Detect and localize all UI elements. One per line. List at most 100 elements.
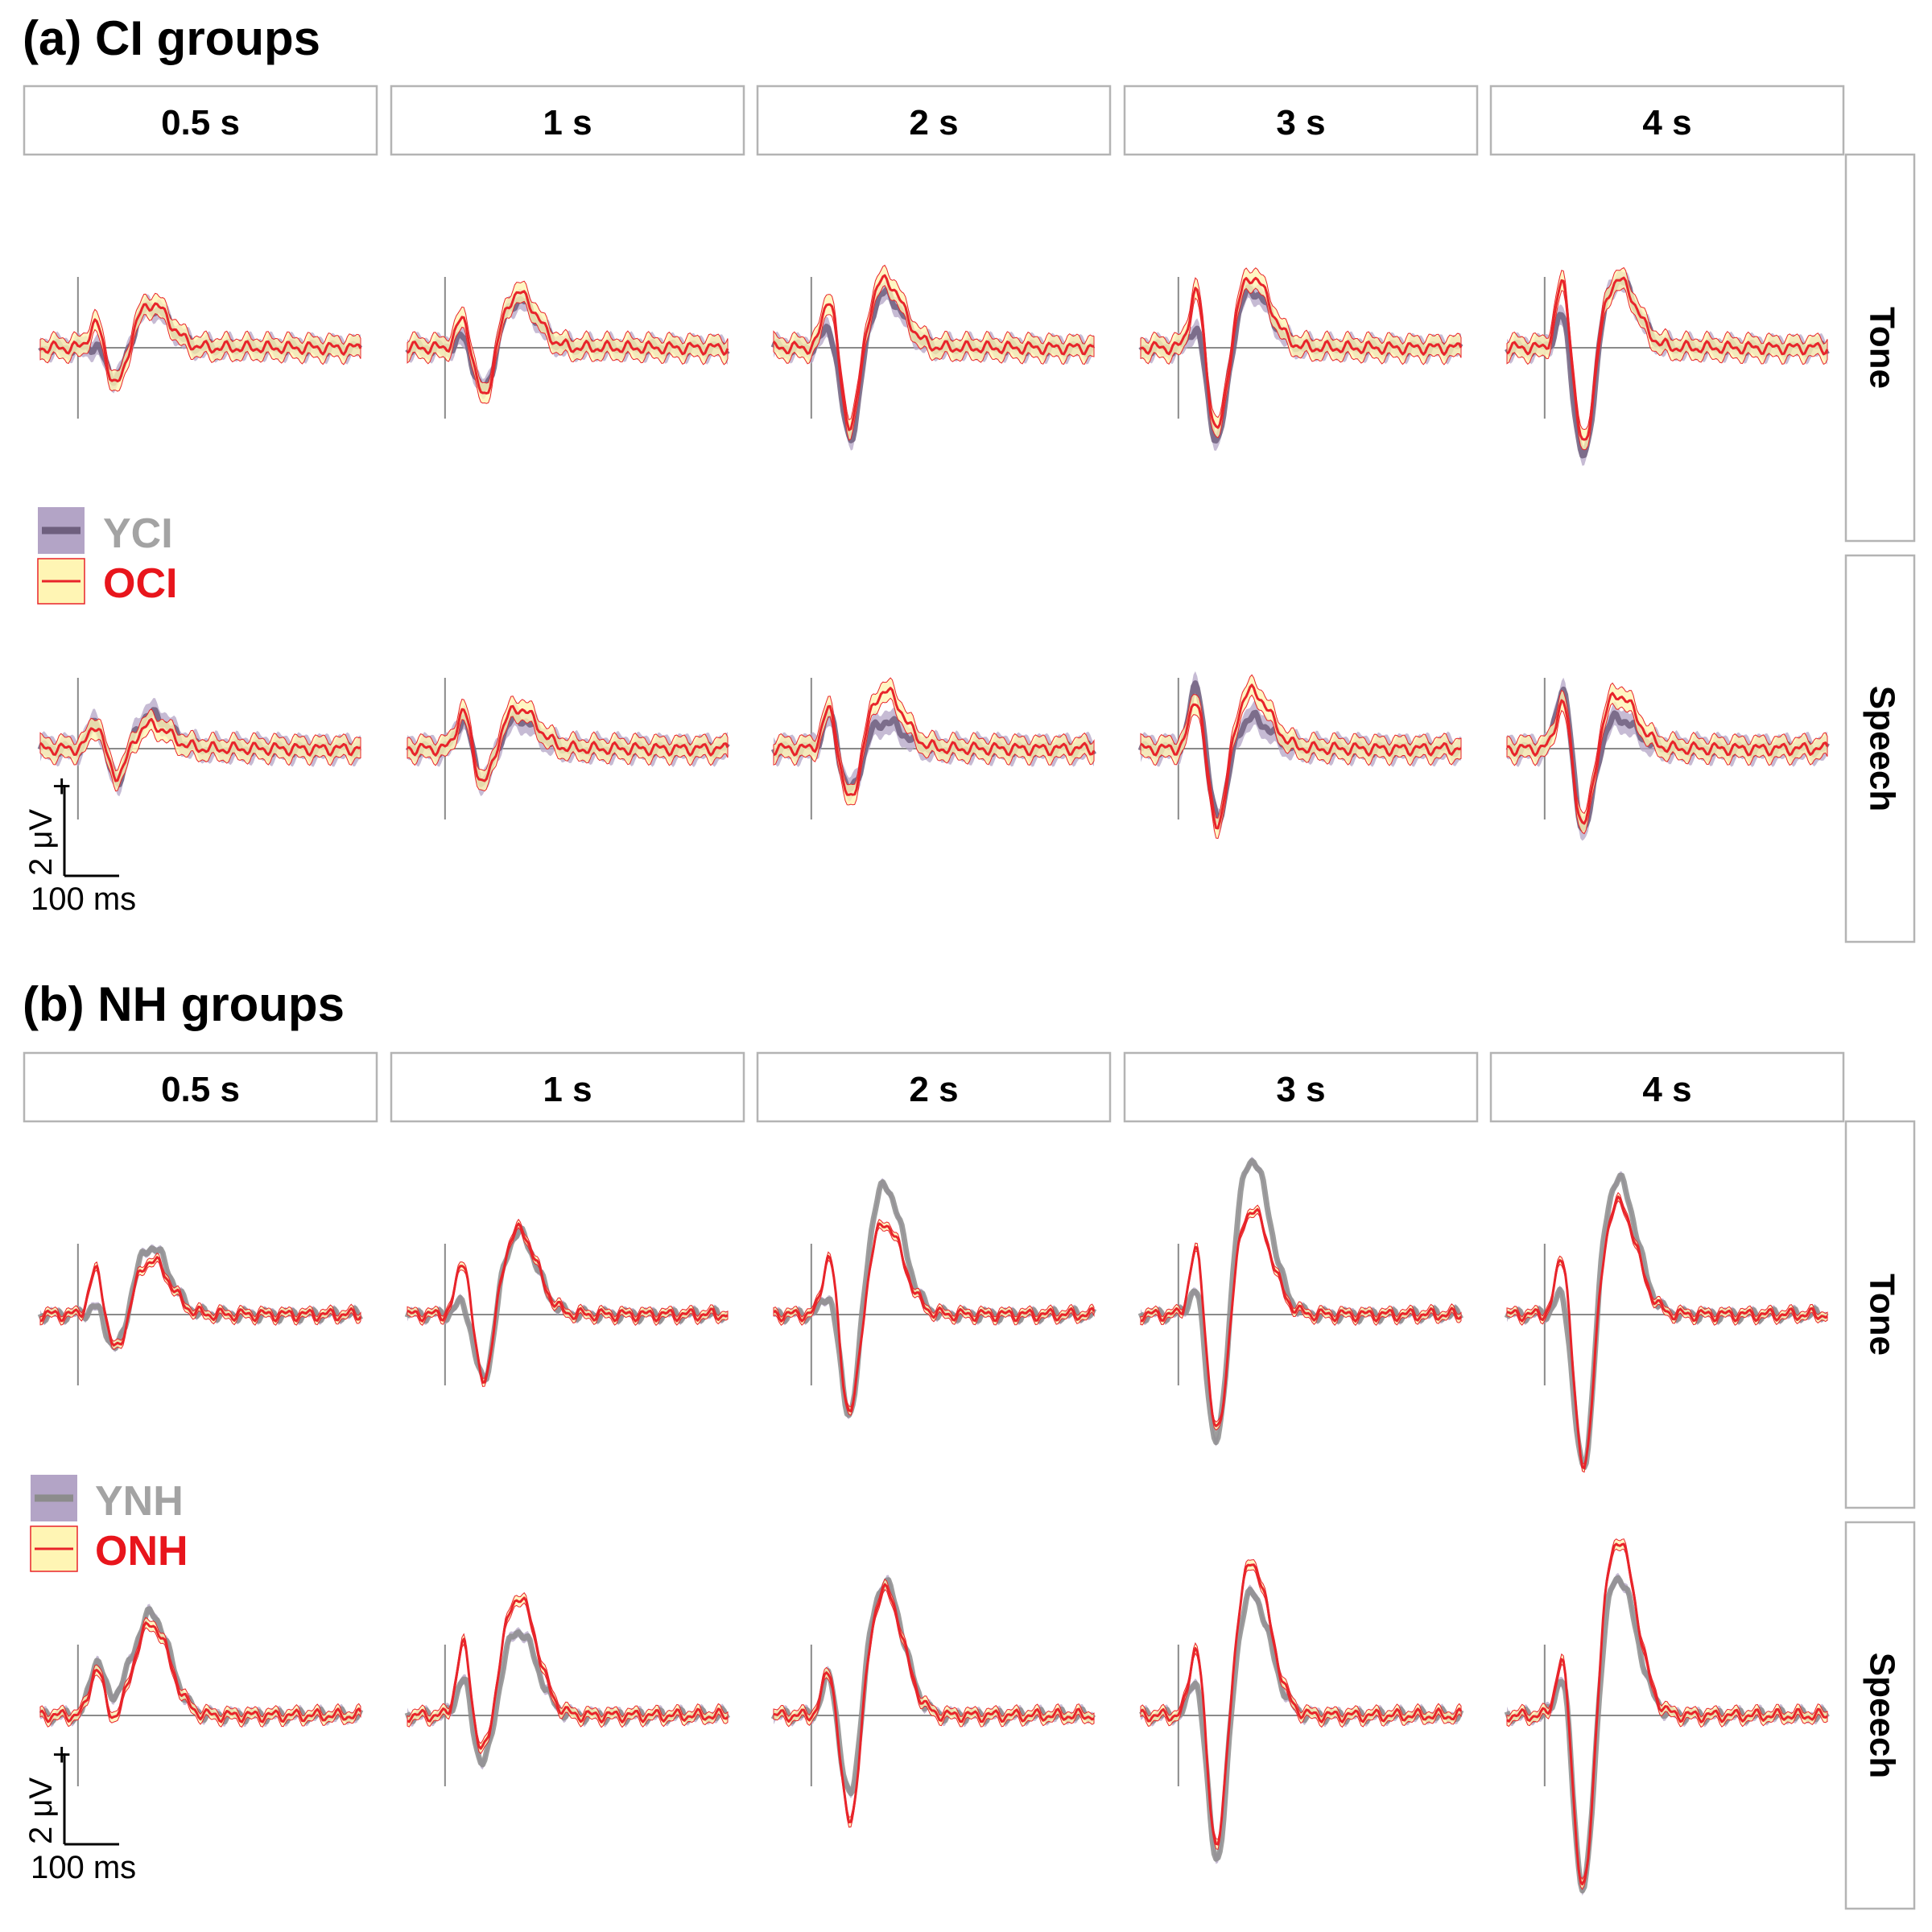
ynh-line bbox=[37, 1245, 364, 1352]
ynh-band bbox=[40, 1244, 361, 1352]
onh-line bbox=[39, 1621, 362, 1724]
strip-b-col-3 bbox=[756, 1051, 1112, 1123]
onh-line bbox=[773, 1222, 1096, 1413]
onh-line bbox=[773, 1583, 1095, 1823]
strip-b-row-speech bbox=[1844, 1521, 1916, 1910]
yci-band bbox=[774, 279, 1094, 451]
onh-band bbox=[407, 1591, 729, 1755]
panel-b-row-strips: Tone Speech bbox=[1844, 1120, 1916, 1910]
strip-a-row-speech-label: Speech bbox=[1862, 686, 1901, 812]
onh-band bbox=[407, 1218, 729, 1387]
yci-band bbox=[1141, 277, 1461, 451]
strip-a-col-1 bbox=[23, 85, 378, 156]
onh-line bbox=[1140, 1563, 1463, 1846]
oci-line bbox=[1506, 691, 1829, 825]
oci-line bbox=[1140, 683, 1462, 830]
panel-a-scale-bar: 2 μV + 100 ms bbox=[23, 769, 136, 917]
legend-yci-label: YCI bbox=[103, 510, 173, 557]
plot-ci-speech-2 bbox=[405, 678, 730, 819]
oci-band bbox=[39, 292, 361, 392]
scale-a-polarity: + bbox=[52, 769, 71, 804]
onh-line bbox=[407, 1596, 729, 1750]
oci-line bbox=[772, 274, 1095, 431]
strip-a-row-tone-label: Tone bbox=[1862, 307, 1901, 389]
plot-ci-speech-5 bbox=[1505, 677, 1830, 841]
onh-band bbox=[1506, 1191, 1828, 1473]
onh-line bbox=[39, 1256, 362, 1347]
oci-line bbox=[39, 717, 361, 782]
plot-nh-tone-4 bbox=[1137, 1156, 1464, 1447]
legend-ynh-label: YNH bbox=[95, 1478, 184, 1525]
oci-line bbox=[773, 687, 1096, 796]
yci-line bbox=[1138, 284, 1463, 444]
scale-a-time: 100 ms bbox=[31, 881, 136, 917]
strip-a-col-4 bbox=[1123, 85, 1479, 156]
ynh-band bbox=[1141, 1584, 1461, 1864]
panel-a-column-strips: 0.5 s 1 s 2 s 3 s 4 s bbox=[23, 85, 1845, 156]
waveform-plots bbox=[37, 264, 1830, 1896]
onh-line bbox=[407, 1222, 729, 1384]
ynh-line bbox=[1139, 1587, 1464, 1862]
strip-b-row-tone bbox=[1844, 1120, 1916, 1509]
strip-b-row-speech-label: Speech bbox=[1862, 1653, 1901, 1779]
strip-b-col-1 bbox=[23, 1051, 378, 1123]
panel-a-title: (a) CI groups bbox=[23, 11, 320, 65]
scale-a-amplitude: 2 μV bbox=[23, 809, 59, 876]
strip-b-col-1-label: 0.5 s bbox=[161, 1070, 240, 1109]
strip-a-col-3-label: 2 s bbox=[909, 103, 958, 142]
oci-line bbox=[407, 704, 729, 782]
onh-band bbox=[1140, 1558, 1462, 1851]
onh-band bbox=[39, 1252, 361, 1351]
onh-line bbox=[1506, 1195, 1828, 1470]
plot-nh-speech-1 bbox=[39, 1604, 364, 1786]
strip-a-row-speech bbox=[1844, 554, 1916, 943]
panel-a-legend: YCI OCI bbox=[37, 507, 177, 607]
plot-ci-speech-4 bbox=[1137, 671, 1463, 840]
ynh-band bbox=[40, 1604, 361, 1728]
oci-line bbox=[407, 290, 729, 395]
oci-line bbox=[1140, 276, 1463, 429]
oci-band bbox=[1506, 266, 1828, 451]
scale-b-time: 100 ms bbox=[31, 1850, 136, 1885]
plot-ci-speech-1 bbox=[37, 678, 362, 819]
oci-band bbox=[1140, 674, 1462, 840]
oci-band bbox=[1140, 267, 1462, 439]
strip-a-col-3 bbox=[756, 85, 1112, 156]
panel-b-legend: YNH ONH bbox=[30, 1475, 188, 1575]
plot-nh-tone-3 bbox=[772, 1178, 1097, 1419]
ynh-band bbox=[1507, 1572, 1827, 1896]
ynh-line bbox=[1137, 1158, 1464, 1446]
strip-b-row-tone-label: Tone bbox=[1862, 1274, 1901, 1356]
strip-b-col-5 bbox=[1489, 1051, 1845, 1123]
plot-nh-speech-3 bbox=[770, 1575, 1096, 1828]
onh-line bbox=[1506, 1542, 1828, 1886]
strip-a-col-2-label: 1 s bbox=[543, 103, 592, 142]
ynh-line bbox=[404, 1225, 729, 1383]
strip-a-col-1-label: 0.5 s bbox=[161, 103, 240, 142]
oci-band bbox=[773, 264, 1095, 441]
oci-line bbox=[1506, 276, 1829, 441]
strip-b-col-4 bbox=[1123, 1051, 1479, 1123]
plot-nh-tone-2 bbox=[404, 1218, 729, 1387]
plot-ci-tone-4 bbox=[1138, 267, 1463, 451]
panel-b-column-strips: 0.5 s 1 s 2 s 3 s 4 s bbox=[23, 1051, 1845, 1123]
strip-a-col-4-label: 3 s bbox=[1276, 103, 1325, 142]
strip-a-row-tone bbox=[1844, 153, 1916, 543]
oci-band bbox=[1506, 682, 1828, 835]
ynh-line bbox=[772, 1179, 1097, 1418]
strip-b-col-5-label: 4 s bbox=[1642, 1070, 1691, 1109]
plot-ci-tone-5 bbox=[1505, 266, 1830, 466]
ynh-line bbox=[39, 1606, 364, 1725]
legend-oci-label: OCI bbox=[103, 560, 177, 607]
plot-ci-speech-3 bbox=[770, 677, 1096, 819]
panel-b-scale-bar: 2 μV + 100 ms bbox=[23, 1737, 136, 1885]
onh-band bbox=[773, 1578, 1095, 1828]
plot-nh-speech-4 bbox=[1139, 1558, 1464, 1864]
scale-b-polarity: + bbox=[52, 1737, 71, 1773]
onh-band bbox=[1140, 1204, 1462, 1431]
plot-nh-speech-2 bbox=[404, 1591, 731, 1786]
onh-line bbox=[1140, 1208, 1463, 1427]
strip-b-col-3-label: 2 s bbox=[909, 1070, 958, 1109]
plot-nh-tone-5 bbox=[1504, 1171, 1829, 1473]
